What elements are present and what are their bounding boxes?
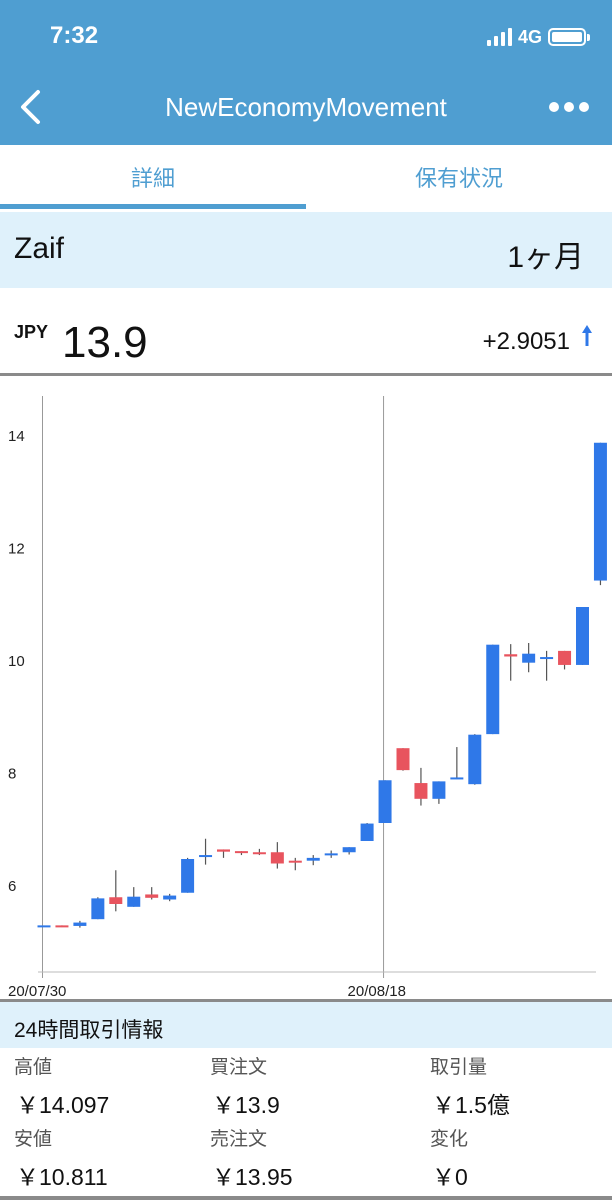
x-tick-label: 20/08/18	[348, 983, 406, 1000]
stat-value-ask: ￥13.95	[212, 1164, 293, 1190]
candle-body	[55, 925, 69, 928]
price-change: +2.9051	[482, 328, 570, 355]
candle-body	[378, 780, 392, 823]
candle-body	[252, 852, 266, 855]
status-time: 7:32	[50, 22, 99, 49]
navigation-bar: NewEconomyMovement	[0, 70, 612, 145]
more-dot-icon	[564, 102, 574, 112]
tab-details[interactable]: 詳細	[0, 145, 306, 209]
more-dot-icon	[549, 102, 559, 112]
candle-body	[288, 860, 302, 863]
candle-body	[522, 653, 536, 663]
battery-icon	[548, 28, 590, 46]
candlestick-chart: 20/07/30 20/08/18 6 8 10 12 14	[8, 396, 607, 1000]
y-tick-label: 12	[8, 541, 25, 558]
candle-body	[414, 783, 428, 799]
candle-body	[593, 442, 607, 581]
page-title: NewEconomyMovement	[165, 92, 447, 122]
candle-body	[145, 894, 159, 898]
tab-holdings[interactable]: 保有状況	[414, 166, 503, 191]
stat-value-change: ￥0	[432, 1164, 468, 1190]
candle-body	[468, 734, 482, 785]
candle-body	[576, 607, 589, 665]
back-button[interactable]	[8, 82, 52, 132]
chevron-left-icon	[21, 90, 40, 124]
y-tick-label: 6	[8, 878, 16, 895]
candle-body	[73, 922, 87, 926]
candle-body	[450, 777, 464, 780]
candle-body	[558, 650, 572, 665]
more-options-button[interactable]	[544, 92, 594, 122]
candle-body	[396, 748, 410, 771]
y-tick-label: 10	[8, 653, 25, 670]
candle-body	[504, 654, 518, 657]
stat-label-change: 変化	[430, 1129, 469, 1150]
candle-body	[217, 849, 230, 852]
exchange-row: Zaif 1ヶ月	[0, 212, 612, 288]
period-selector[interactable]: 1ヶ月	[507, 241, 584, 274]
stat-value-high: ￥14.097	[16, 1092, 110, 1118]
candle-body	[91, 898, 105, 920]
currency-label: JPY	[14, 322, 49, 342]
info-title: 24時間取引情報	[14, 1019, 164, 1042]
signal-icon	[486, 28, 512, 46]
arrow-up-icon	[582, 325, 592, 346]
price-chart[interactable]: 20/07/30 20/08/18 6 8 10 12 14	[0, 378, 612, 1000]
divider	[0, 999, 612, 1002]
status-indicators: 4G	[486, 26, 590, 48]
price-row: JPY 13.9 +2.9051	[0, 288, 612, 376]
tab-bar: 詳細 保有状況	[0, 145, 612, 209]
stat-value-bid: ￥13.9	[212, 1092, 280, 1118]
x-tick-label: 20/07/30	[8, 983, 66, 1000]
candle-body	[37, 925, 51, 928]
candle-body	[324, 853, 338, 856]
candle-body	[163, 895, 177, 900]
candle-body	[486, 644, 500, 735]
info-header: 24時間取引情報	[0, 1002, 612, 1048]
y-tick-label: 14	[8, 428, 25, 445]
stat-value-volume: ￥1.5億	[432, 1092, 510, 1118]
candle-body	[540, 657, 554, 660]
current-price: 13.9	[62, 318, 148, 367]
stat-value-low: ￥10.811	[16, 1164, 108, 1190]
stat-label-bid: 買注文	[210, 1057, 268, 1078]
candle-body	[270, 852, 284, 864]
candle-body	[306, 857, 320, 861]
stat-label-volume: 取引量	[430, 1057, 488, 1078]
more-dot-icon	[579, 102, 589, 112]
candle-body	[181, 859, 195, 893]
candle-body	[109, 897, 123, 904]
candle-body	[127, 896, 141, 907]
stat-label-low: 安値	[14, 1129, 53, 1150]
stat-label-ask: 売注文	[210, 1129, 268, 1150]
exchange-selector[interactable]: Zaif	[14, 232, 65, 265]
candle-body	[234, 851, 248, 854]
network-label: 4G	[517, 26, 542, 47]
bottom-divider	[0, 1196, 612, 1200]
candle-body	[199, 855, 213, 858]
candle-body	[360, 823, 374, 841]
candle-body	[432, 781, 446, 799]
y-tick-label: 8	[8, 766, 16, 783]
candle-body	[342, 847, 356, 853]
stat-label-high: 高値	[14, 1057, 53, 1078]
status-bar: 7:32 4G	[0, 0, 612, 70]
